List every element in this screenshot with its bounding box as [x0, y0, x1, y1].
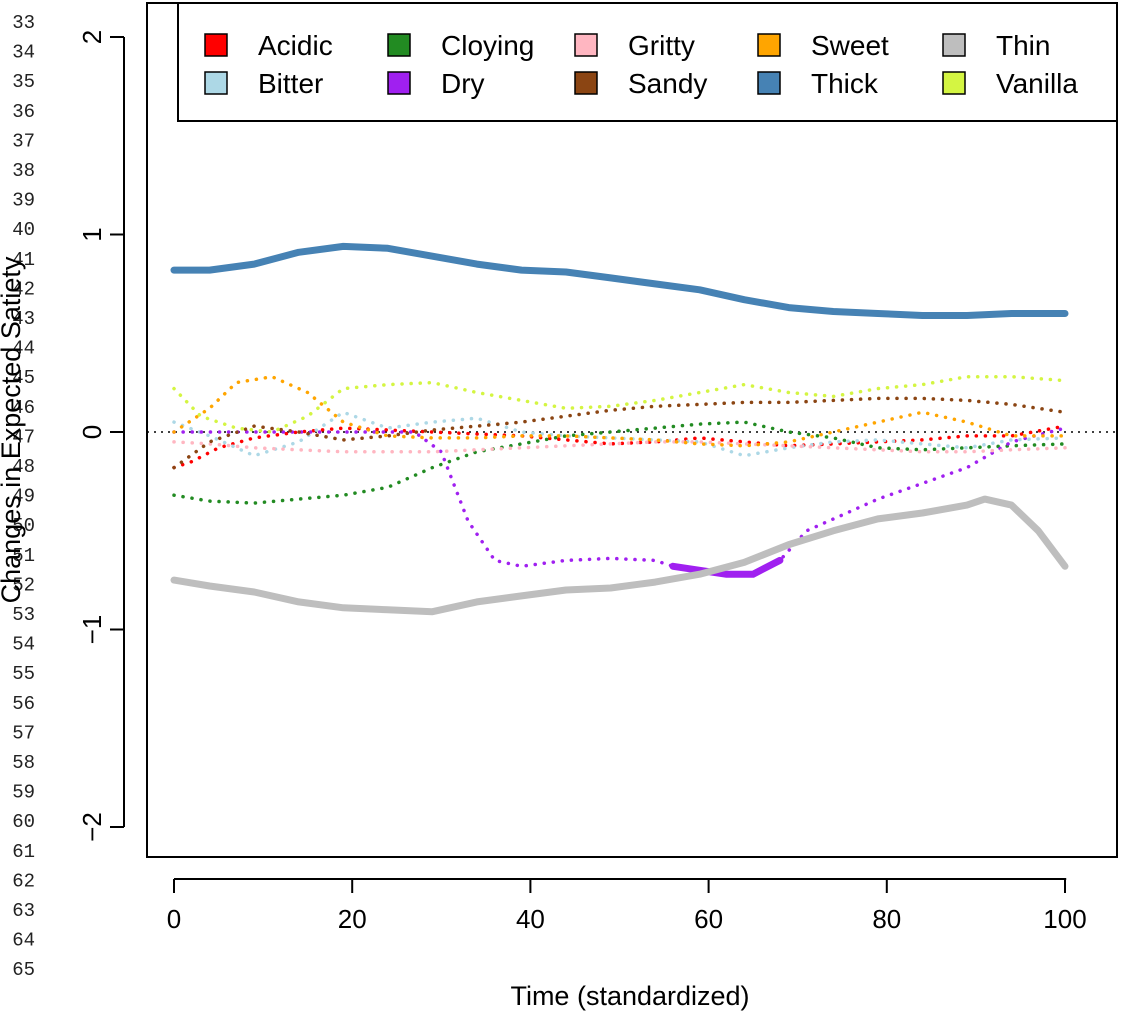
- gutter-line-number: 48: [12, 456, 35, 478]
- gutter-line-number: 33: [12, 12, 35, 34]
- y-tick-label: 2: [77, 30, 107, 44]
- y-tick-label: 0: [77, 425, 107, 439]
- gutter-line-number: 38: [12, 160, 35, 182]
- y-tick-label: −1: [77, 615, 107, 645]
- y-tick-label: 1: [77, 227, 107, 241]
- legend-label-thick: Thick: [811, 68, 879, 99]
- series-line-vanilla: [172, 374, 1067, 434]
- x-tick-label: 100: [1043, 904, 1086, 934]
- x-axis-title: Time (standardized): [510, 981, 749, 1011]
- legend-label-dry: Dry: [441, 68, 485, 99]
- legend-label-bitter: Bitter: [258, 68, 323, 99]
- legend-label-cloying: Cloying: [441, 30, 534, 61]
- x-axis: 0 20 40 60 80 100: [167, 878, 1087, 934]
- gutter-line-number: 57: [12, 722, 35, 744]
- legend-swatch-dry: [387, 71, 411, 95]
- legend-label-sandy: Sandy: [628, 68, 707, 99]
- gutter-line-number: 49: [12, 486, 35, 508]
- y-axis-title: Changes in Expected Satiety: [0, 256, 26, 603]
- gutter-line-number: 63: [12, 900, 35, 922]
- legend-box: [177, 2, 1118, 122]
- gutter-line-number: 65: [12, 959, 35, 981]
- legend-swatch-sweet: [757, 33, 781, 57]
- gutter-line-number: 64: [12, 930, 35, 952]
- legend-swatch-acidic: [204, 33, 228, 57]
- series-line-dry: [172, 426, 1067, 576]
- series-line-gritty: [172, 440, 1067, 454]
- gutter-line-number: 55: [12, 663, 35, 685]
- gutter-line-number: 34: [12, 42, 35, 64]
- gutter-line-number: 44: [12, 338, 35, 360]
- legend-label-acidic: Acidic: [258, 30, 333, 61]
- gutter-line-number: 52: [12, 574, 35, 596]
- series-line-sweet: [172, 374, 1067, 448]
- gutter-line-number: 60: [12, 811, 35, 833]
- gutter-line-number: 47: [12, 426, 35, 448]
- legend-label-thin: Thin: [996, 30, 1050, 61]
- line-number-gutter: 33 34 35 36 37 38 39 40 41 42 43 44 45 46 47 48 49 50 51 52…: [12, 12, 35, 981]
- gutter-line-number: 42: [12, 278, 35, 300]
- gutter-line-number: 43: [12, 308, 35, 330]
- legend-swatch-bitter: [204, 71, 228, 95]
- x-tick-label: 0: [167, 904, 181, 934]
- legend-swatch-cloying: [387, 33, 411, 57]
- series-line-cloying: [172, 420, 1067, 505]
- gutter-line-number: 45: [12, 367, 35, 389]
- gutter-line-number: 37: [12, 130, 35, 152]
- legend-swatch-thick: [757, 71, 781, 95]
- gutter-line-number: 46: [12, 397, 35, 419]
- gutter-line-number: 61: [12, 841, 35, 863]
- legend-label-vanilla: Vanilla: [996, 68, 1078, 99]
- gutter-line-number: 58: [12, 752, 35, 774]
- legend: Acidic Bitter Cloying Dry Gritty Sandy Sweet Th…: [177, 2, 1118, 122]
- y-tick-label: −2: [77, 812, 107, 842]
- series-line-sandy: [172, 396, 1067, 470]
- legend-swatch-sandy: [574, 71, 598, 95]
- legend-label-sweet: Sweet: [811, 30, 889, 61]
- x-tick-label: 60: [694, 904, 723, 934]
- legend-swatch-gritty: [574, 33, 598, 57]
- series-highlight-dry: [669, 556, 784, 578]
- gutter-line-number: 54: [12, 634, 35, 656]
- x-tick-label: 20: [338, 904, 367, 934]
- plot-frame: [146, 2, 1118, 858]
- x-tick-label: 40: [516, 904, 545, 934]
- gutter-line-number: 62: [12, 870, 35, 892]
- gutter-line-number: 39: [12, 190, 35, 212]
- legend-swatch-thin: [942, 33, 966, 57]
- gutter-line-number: 36: [12, 101, 35, 123]
- series-layer: [170, 242, 1069, 616]
- gutter-line-number: 50: [12, 515, 35, 537]
- y-axis: −2 −1 0 1 2: [77, 30, 125, 842]
- legend-swatch-vanilla: [942, 71, 966, 95]
- gutter-line-number: 59: [12, 782, 35, 804]
- gutter-line-number: 51: [12, 545, 35, 567]
- gutter-line-number: 56: [12, 693, 35, 715]
- gutter-line-number: 41: [12, 249, 35, 271]
- gutter-line-number: 53: [12, 604, 35, 626]
- series-line-thick: [170, 242, 1069, 319]
- series-line-thin: [170, 495, 1069, 616]
- gutter-line-number: 35: [12, 71, 35, 93]
- series-line-acidic: [172, 424, 1067, 470]
- legend-label-gritty: Gritty: [628, 30, 695, 61]
- x-tick-label: 80: [872, 904, 901, 934]
- gutter-line-number: 40: [12, 219, 35, 241]
